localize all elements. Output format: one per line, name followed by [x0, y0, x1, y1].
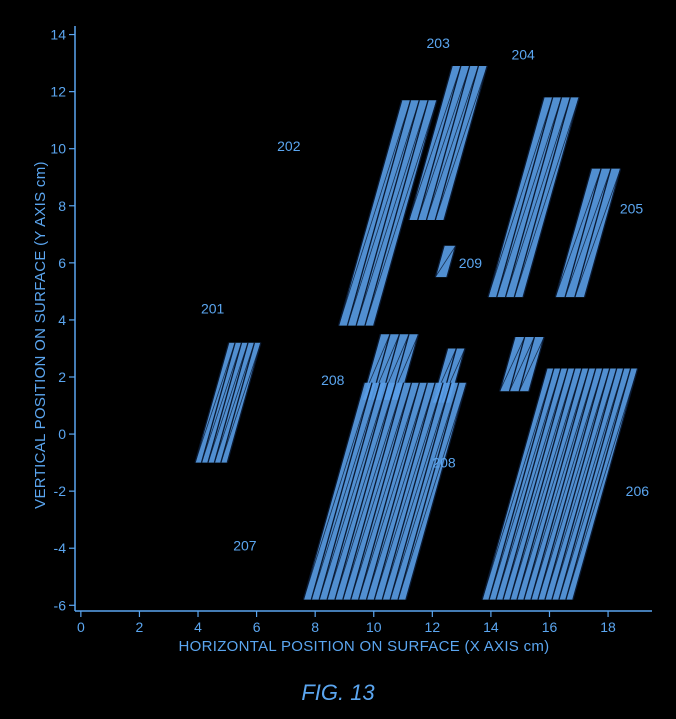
data-region	[195, 343, 261, 463]
data-region	[303, 383, 466, 600]
reference-label: 209	[459, 255, 483, 271]
x-tick-label: 0	[77, 619, 85, 635]
y-axis-title: VERTICAL POSITION ON SURFACE (Y AXIS cm)	[32, 161, 49, 509]
y-tick-label: 4	[58, 312, 66, 328]
y-tick-label: 10	[50, 141, 66, 157]
y-tick-label: -6	[54, 597, 67, 613]
x-tick-label: 14	[483, 619, 499, 635]
x-tick-label: 8	[311, 619, 319, 635]
x-tick-label: 4	[194, 619, 202, 635]
data-region-stripe	[506, 97, 562, 297]
reference-label: 205	[620, 201, 644, 217]
reference-label: 208	[432, 455, 456, 471]
y-tick-label: 2	[58, 369, 66, 385]
x-tick-label: 18	[600, 619, 616, 635]
x-axis-title: HORIZONTAL POSITION ON SURFACE (X AXIS c…	[179, 638, 550, 655]
x-tick-label: 6	[253, 619, 261, 635]
y-tick-label: 12	[50, 84, 66, 100]
y-tick-label: -4	[54, 540, 67, 556]
y-tick-label: 8	[58, 198, 66, 214]
reference-label: 203	[427, 35, 451, 51]
y-tick-label: 6	[58, 255, 66, 271]
reference-label: 208	[321, 372, 345, 388]
data-region	[435, 246, 456, 277]
data-region	[555, 169, 620, 297]
data-region-stripe	[356, 100, 419, 325]
reference-label: 201	[201, 301, 225, 317]
x-tick-label: 10	[366, 619, 382, 635]
x-tick-label: 16	[542, 619, 558, 635]
reference-label: 204	[511, 47, 535, 63]
reference-label: 202	[277, 138, 301, 154]
y-tick-label: 0	[58, 426, 66, 442]
data-regions	[195, 66, 638, 600]
figure-caption: FIG. 13	[0, 680, 676, 706]
x-tick-label: 12	[425, 619, 441, 635]
data-region	[500, 337, 544, 391]
data-region	[482, 368, 638, 599]
y-tick-label: -2	[54, 483, 67, 499]
y-tick-label: 14	[50, 27, 66, 43]
reference-label: 206	[626, 483, 650, 499]
reference-label: 207	[233, 537, 257, 553]
x-tick-label: 2	[136, 619, 144, 635]
